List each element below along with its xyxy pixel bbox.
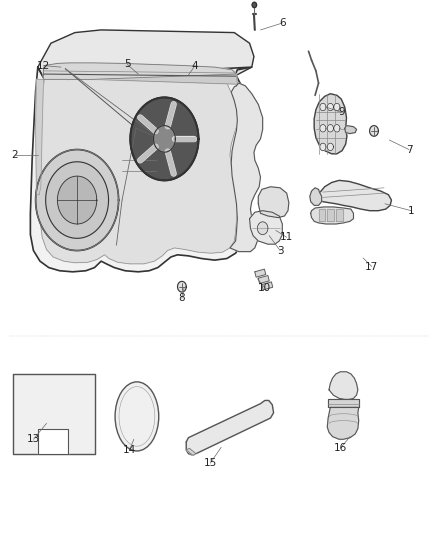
- Polygon shape: [57, 176, 97, 224]
- Polygon shape: [153, 126, 175, 152]
- Polygon shape: [35, 150, 119, 251]
- Polygon shape: [318, 209, 325, 221]
- Text: 13: 13: [27, 434, 40, 445]
- Polygon shape: [370, 126, 378, 136]
- Polygon shape: [328, 399, 359, 407]
- Polygon shape: [345, 126, 357, 134]
- Polygon shape: [327, 143, 333, 151]
- Polygon shape: [317, 180, 392, 211]
- Polygon shape: [46, 162, 109, 238]
- Polygon shape: [250, 211, 283, 244]
- Text: 11: 11: [280, 232, 293, 243]
- Polygon shape: [43, 63, 237, 79]
- Polygon shape: [177, 281, 186, 292]
- Polygon shape: [13, 374, 95, 454]
- Polygon shape: [311, 207, 353, 224]
- Polygon shape: [186, 448, 196, 455]
- Polygon shape: [262, 282, 273, 290]
- Text: 2: 2: [11, 150, 18, 160]
- Text: 9: 9: [338, 107, 345, 117]
- Text: 7: 7: [406, 144, 412, 155]
- Polygon shape: [258, 222, 268, 235]
- Text: 4: 4: [192, 61, 198, 70]
- Polygon shape: [336, 209, 343, 221]
- Text: 1: 1: [408, 206, 414, 216]
- Polygon shape: [43, 67, 237, 84]
- Polygon shape: [327, 103, 333, 111]
- Polygon shape: [320, 125, 326, 132]
- Text: 6: 6: [279, 18, 286, 28]
- Text: 16: 16: [334, 443, 347, 453]
- Polygon shape: [314, 94, 347, 154]
- Polygon shape: [327, 407, 359, 439]
- Text: 14: 14: [123, 445, 136, 455]
- Polygon shape: [30, 67, 252, 272]
- Polygon shape: [327, 209, 334, 221]
- Polygon shape: [310, 188, 321, 205]
- Polygon shape: [327, 125, 333, 132]
- Polygon shape: [131, 98, 198, 180]
- Polygon shape: [334, 125, 340, 132]
- Polygon shape: [186, 400, 274, 455]
- Polygon shape: [252, 2, 257, 7]
- Polygon shape: [258, 276, 269, 284]
- Polygon shape: [39, 74, 239, 264]
- Text: 3: 3: [277, 246, 283, 255]
- Ellipse shape: [115, 382, 159, 451]
- Text: 12: 12: [37, 61, 50, 70]
- Polygon shape: [230, 83, 263, 252]
- Polygon shape: [329, 372, 358, 399]
- Polygon shape: [320, 143, 326, 151]
- Polygon shape: [38, 429, 68, 454]
- Text: 10: 10: [258, 283, 272, 293]
- Text: 5: 5: [124, 60, 131, 69]
- Polygon shape: [334, 103, 340, 111]
- Polygon shape: [255, 269, 266, 277]
- Polygon shape: [320, 103, 326, 111]
- Text: 8: 8: [179, 293, 185, 303]
- Text: 17: 17: [365, 262, 378, 271]
- Polygon shape: [38, 30, 254, 79]
- Polygon shape: [35, 79, 43, 195]
- Text: 15: 15: [204, 458, 217, 468]
- Polygon shape: [258, 187, 289, 217]
